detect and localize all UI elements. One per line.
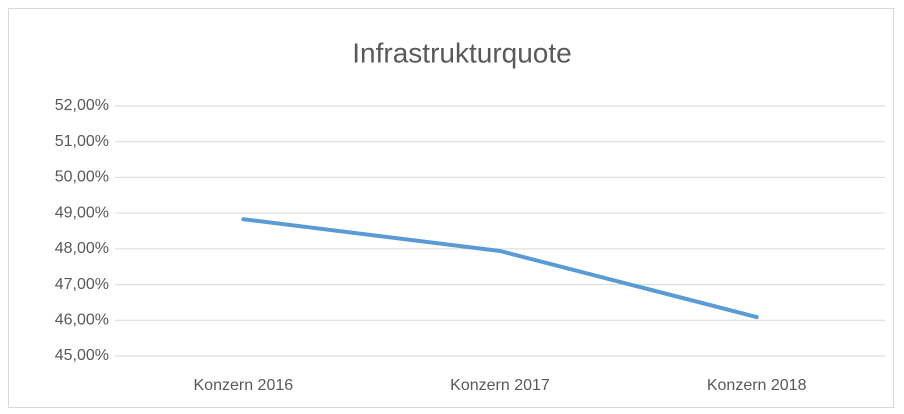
x-tick-label: Konzern 2016 <box>194 377 294 394</box>
x-tick-label: Konzern 2017 <box>450 377 550 394</box>
y-tick-label: 50,00% <box>55 169 109 186</box>
y-tick-label: 45,00% <box>55 347 109 364</box>
y-tick-label: 52,00% <box>55 97 109 114</box>
y-tick-label: 51,00% <box>55 133 109 150</box>
chart-title: Infrastrukturquote <box>352 37 571 68</box>
y-tick-label: 47,00% <box>55 276 109 293</box>
y-tick-label: 46,00% <box>55 312 109 329</box>
y-tick-label: 48,00% <box>55 240 109 257</box>
chart-frame <box>8 8 894 408</box>
x-tick-label: Konzern 2018 <box>707 377 807 394</box>
line-series <box>241 217 759 320</box>
y-tick-label: 49,00% <box>55 204 109 221</box>
